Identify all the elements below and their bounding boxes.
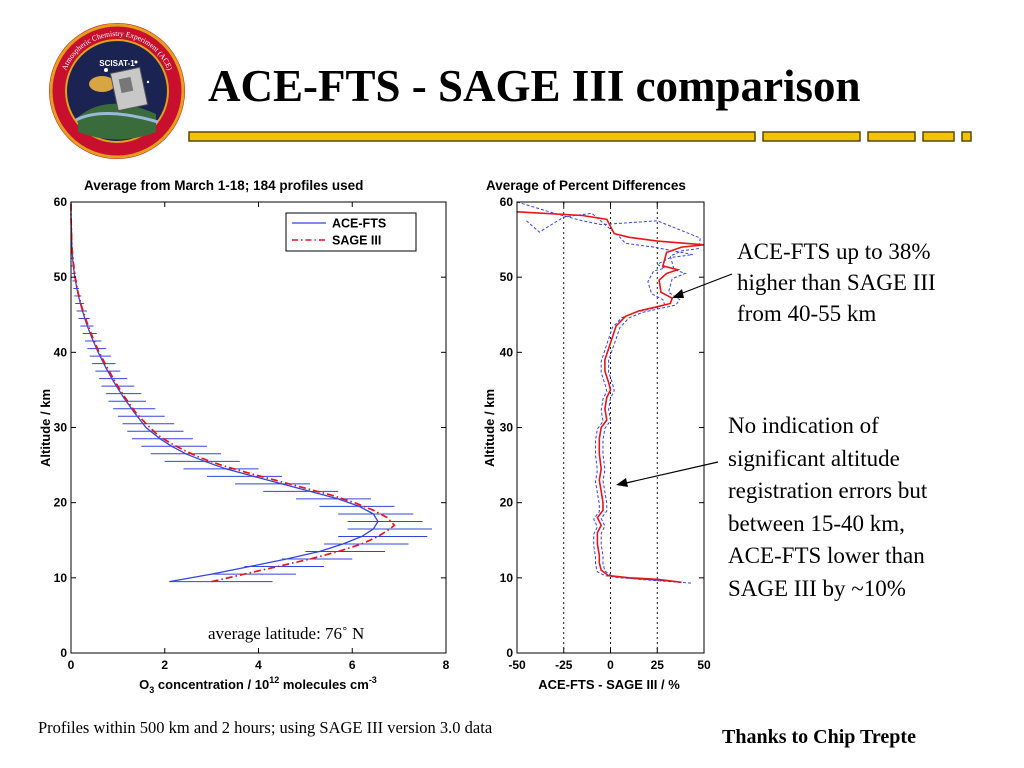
y-tick-label: 10 xyxy=(54,571,68,585)
annotation-upper: ACE-FTS up to 38% higher than SAGE III f… xyxy=(737,236,936,329)
lower-error-line xyxy=(526,212,693,583)
svg-text:SCISAT-1: SCISAT-1 xyxy=(99,59,135,68)
annotation-lower-line: registration errors but xyxy=(728,478,928,503)
annotation-upper-line: higher than SAGE III xyxy=(737,270,936,295)
annotation-upper-line: ACE-FTS up to 38% xyxy=(737,239,931,264)
percent-difference-chart: -50 -25 0 25 50 0 10 20 30 40 50 60 Altitude / km A… xyxy=(482,195,733,692)
x-tick-label: 6 xyxy=(349,658,356,672)
x-tick-label: 25 xyxy=(651,658,665,672)
slide-title: ACE-FTS - SAGE III comparison xyxy=(208,61,861,111)
annotation-arrow-upper xyxy=(672,273,733,298)
annotation-upper-line: from 40-55 km xyxy=(737,301,877,326)
annotation-arrow-lower xyxy=(616,461,719,487)
annotation-lower-line: between 15-40 km, xyxy=(728,510,905,536)
y-tick-label: 20 xyxy=(54,496,68,510)
ozone-profile-chart: 0 2 4 6 8 0 10 20 30 40 50 60 Altitude / km O3 conc… xyxy=(38,195,450,695)
x-tick-label: 50 xyxy=(697,658,711,672)
annotation-lower-line: SAGE III by ~10% xyxy=(728,575,906,601)
x-tick-label: 2 xyxy=(161,658,168,672)
y-tick-label: 40 xyxy=(54,345,68,359)
title-underline xyxy=(188,131,972,142)
x-tick-label: 8 xyxy=(443,658,450,672)
y-tick-label: 30 xyxy=(54,421,68,435)
y-tick-label: 20 xyxy=(500,496,514,510)
upper-error-line xyxy=(517,202,701,584)
y-tick-label: 40 xyxy=(500,345,514,359)
left-y-axis-label: Altitude / km xyxy=(38,389,53,467)
x-tick-label: -50 xyxy=(508,658,526,672)
annotation-lower-line: No indication of xyxy=(728,413,879,438)
chart-legend: ACE-FTS SAGE III xyxy=(285,212,417,252)
x-tick-label: 0 xyxy=(68,658,75,672)
annotation-lower-line: ACE-FTS lower than xyxy=(728,543,925,568)
left-chart-title: Average from March 1-18; 184 profiles us… xyxy=(84,178,364,193)
legend-label-sage-iii: SAGE III xyxy=(332,234,381,248)
annotation-lower-line: significant altitude xyxy=(728,445,900,471)
x-tick-label: -25 xyxy=(555,658,573,672)
latitude-note: average latitude: 76˚ N xyxy=(208,624,365,643)
annotation-lower: No indication of significant altitude re… xyxy=(728,410,927,605)
right-x-axis-label: ACE-FTS - SAGE III / % xyxy=(538,677,680,692)
legend-label-ace-fts: ACE-FTS xyxy=(332,217,386,231)
series-line-sage-iii xyxy=(70,202,396,583)
acknowledgement: Thanks to Chip Trepte xyxy=(722,726,916,748)
left-x-axis-label: O3 concentration / 1012 molecules cm-3 xyxy=(139,675,377,695)
right-chart-title: Average of Percent Differences xyxy=(486,178,686,193)
y-tick-label: 0 xyxy=(506,646,513,660)
y-tick-label: 10 xyxy=(500,571,514,585)
ace-scisat-logo: SCISAT-1 Atmospheric Chemistry Experimen… xyxy=(49,23,185,159)
footnote: Profiles within 500 km and 2 hours; usin… xyxy=(38,718,493,737)
y-tick-label: 60 xyxy=(54,195,68,209)
right-y-axis-label: Altitude / km xyxy=(482,389,497,467)
y-tick-label: 60 xyxy=(500,195,514,209)
series-line-ace-fts xyxy=(70,202,379,583)
y-tick-label: 50 xyxy=(54,270,68,284)
x-tick-label: 4 xyxy=(255,658,262,672)
mean-difference-line xyxy=(517,211,704,584)
y-tick-label: 0 xyxy=(60,646,67,660)
x-tick-label: 0 xyxy=(607,658,614,672)
y-tick-label: 50 xyxy=(500,270,514,284)
y-tick-label: 30 xyxy=(500,421,514,435)
